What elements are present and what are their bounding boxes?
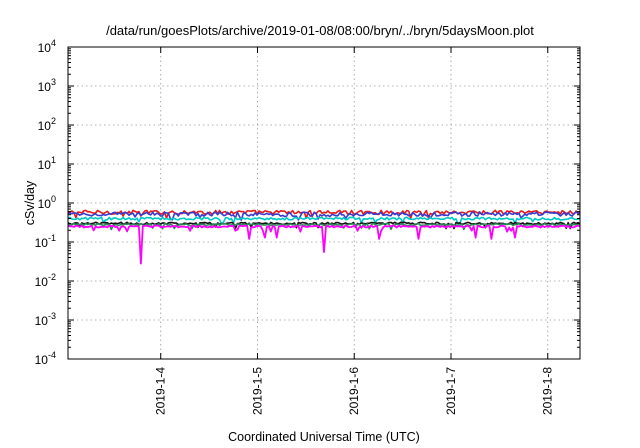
- plot-series: [67, 209, 581, 265]
- x-tick-label: 2019-1-6: [347, 367, 361, 415]
- x-tick-label: 2019-1-7: [444, 367, 458, 415]
- y-axis-tick-labels: 10-4 10-3 10-2 10-1 100 101 102 103 104: [35, 38, 56, 367]
- y-tick-label: 101: [38, 155, 56, 172]
- y-tick-label: 100: [38, 194, 56, 211]
- x-tick-label: 2019-1-5: [250, 367, 264, 415]
- series-line: [67, 216, 581, 225]
- series-line: [67, 211, 581, 221]
- x-tick-label: 2019-1-4: [154, 367, 168, 415]
- y-tick-label: 10-2: [35, 272, 56, 289]
- y-tick-label: 10-3: [35, 311, 56, 328]
- series-line: [67, 221, 581, 230]
- chart-title: /data/run/goesPlots/archive/2019-01-08/0…: [106, 23, 534, 38]
- y-tick-label: 102: [38, 116, 56, 133]
- grid-lines: [68, 47, 580, 359]
- series-line: [67, 209, 581, 220]
- y-tick-label: 104: [38, 38, 56, 55]
- y-tick-label: 103: [38, 77, 56, 94]
- y-tick-label: 10-4: [35, 350, 56, 367]
- x-tick-label: 2019-1-8: [541, 367, 555, 415]
- axis-ticks: [68, 46, 580, 360]
- series-line: [67, 224, 581, 265]
- y-tick-label: 10-1: [35, 233, 56, 250]
- x-axis-label: Coordinated Universal Time (UTC): [228, 430, 420, 444]
- y-axis-label: cSv/day: [23, 180, 37, 225]
- x-axis-tick-labels: 2019-1-4 2019-1-5 2019-1-6 2019-1-7 2019-1-8: [154, 367, 555, 415]
